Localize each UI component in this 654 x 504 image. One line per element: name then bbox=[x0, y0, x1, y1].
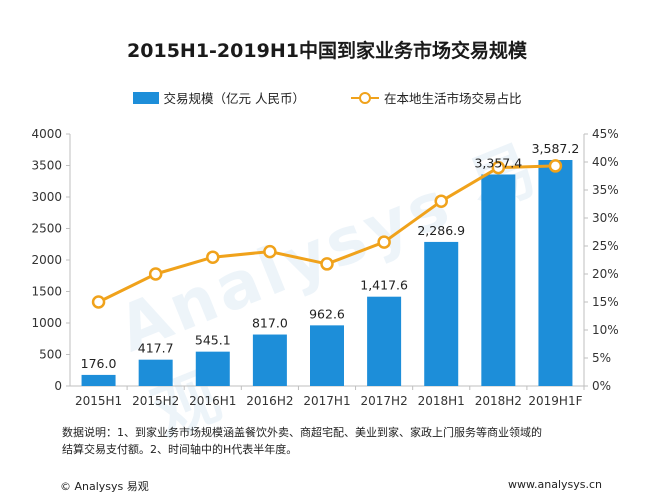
legend-bar-label: 交易规模（亿元 人民币） bbox=[163, 91, 305, 106]
y-left-tick-label: 3500 bbox=[31, 159, 62, 173]
y-right-tick-label: 5% bbox=[592, 351, 611, 365]
data-notes: 数据说明：1、到家业务市场规模涵盖餐饮外卖、商超宅配、美业到家、家政上门服务等商… bbox=[62, 424, 622, 458]
bar-2018H2 bbox=[481, 174, 516, 386]
bar-value-label: 545.1 bbox=[195, 333, 231, 348]
bar-value-label: 3,357.4 bbox=[474, 155, 522, 170]
chart-plot: 0 500 1000 1500 2000 2500 3000 3500 4000 0% 5% 10% 1… bbox=[31, 127, 619, 408]
bar-2018H1 bbox=[424, 241, 459, 386]
bar-2015H2 bbox=[138, 359, 173, 386]
notes-line-1: 数据说明：1、到家业务市场规模涵盖餐饮外卖、商超宅配、美业到家、家政上门服务等商… bbox=[62, 426, 542, 439]
y-left-tick-label: 3000 bbox=[31, 190, 62, 204]
legend-item-line: 在本地生活市场交易占比 bbox=[350, 88, 522, 107]
bar-value-label: 417.7 bbox=[138, 341, 174, 356]
bar-2019H1F bbox=[538, 160, 573, 386]
y-left-tick-label: 1000 bbox=[31, 316, 62, 330]
y-right-tick-label: 30% bbox=[592, 211, 619, 225]
x-tick-label: 2019H1F bbox=[528, 394, 582, 408]
share-point-2017H2 bbox=[377, 235, 391, 249]
legend-bar-swatch bbox=[132, 91, 159, 104]
x-tick-label: 2018H2 bbox=[475, 394, 522, 408]
legend: 交易规模（亿元 人民币） 在本地生活市场交易占比 bbox=[0, 88, 654, 107]
y-right-tick-label: 0% bbox=[592, 379, 611, 393]
x-tick-label: 2016H1 bbox=[189, 394, 236, 408]
y-left-tick-label: 500 bbox=[39, 348, 62, 362]
bar-2016H2 bbox=[252, 334, 287, 386]
y-right-tick-label: 25% bbox=[592, 239, 619, 253]
legend-item-bar: 交易规模（亿元 人民币） bbox=[132, 88, 305, 107]
y-left-tick-label: 2000 bbox=[31, 253, 62, 267]
bar-value-label: 3,587.2 bbox=[532, 141, 580, 156]
copyright: © Analysys 易观 bbox=[60, 480, 149, 493]
share-point-2016H1 bbox=[206, 250, 220, 264]
bar-value-label: 2,286.9 bbox=[417, 223, 465, 238]
share-point-2018H2 bbox=[491, 160, 506, 175]
y-right-tick-label: 10% bbox=[592, 323, 619, 337]
legend-line-swatch bbox=[350, 91, 379, 104]
y-left-tick-label: 1500 bbox=[31, 285, 62, 299]
y-right-tick-label: 20% bbox=[592, 267, 619, 281]
y-right-tick-label: 15% bbox=[592, 295, 619, 309]
x-tick-label: 2015H2 bbox=[132, 394, 179, 408]
y-left-tick-label: 2500 bbox=[31, 222, 62, 236]
bar-value-label: 962.6 bbox=[309, 306, 345, 321]
share-point-2016H2 bbox=[263, 244, 277, 259]
bar-value-label: 176.0 bbox=[81, 356, 117, 371]
x-tick-label: 2017H2 bbox=[361, 394, 408, 408]
website-url: www.analysys.cn bbox=[508, 478, 602, 491]
share-point-2015H1 bbox=[91, 295, 106, 309]
bar-value-label: 817.0 bbox=[252, 316, 288, 331]
share-point-2018H1 bbox=[434, 194, 448, 208]
bar-2015H1 bbox=[81, 374, 116, 386]
share-point-2015H2 bbox=[148, 267, 163, 281]
chart-title: 2015H1-2019H1中国到家业务市场交易规模 bbox=[127, 40, 527, 62]
y-right-tick-label: 35% bbox=[592, 183, 619, 197]
bar-2017H2 bbox=[367, 296, 402, 386]
x-tick-label: 2015H1 bbox=[75, 394, 122, 408]
x-tick-label: 2016H2 bbox=[246, 394, 293, 408]
share-point-2017H1 bbox=[320, 257, 334, 271]
y-left-tick-label: 4000 bbox=[31, 127, 62, 141]
share-point-2019H1F bbox=[548, 159, 563, 173]
bar-2017H1 bbox=[310, 325, 344, 386]
y-left-tick-label: 0 bbox=[54, 379, 62, 393]
x-tick-label: 2018H1 bbox=[418, 394, 465, 408]
legend-line-label: 在本地生活市场交易占比 bbox=[383, 91, 522, 106]
y-right-tick-label: 40% bbox=[592, 155, 619, 169]
bar-2016H1 bbox=[195, 351, 230, 386]
y-right-tick-label: 45% bbox=[592, 127, 619, 141]
x-tick-label: 2017H1 bbox=[303, 394, 350, 408]
notes-line-2: 结算交易支付额。2、时间轴中的H代表半年度。 bbox=[62, 443, 298, 456]
bar-value-label: 1,417.6 bbox=[360, 278, 408, 293]
